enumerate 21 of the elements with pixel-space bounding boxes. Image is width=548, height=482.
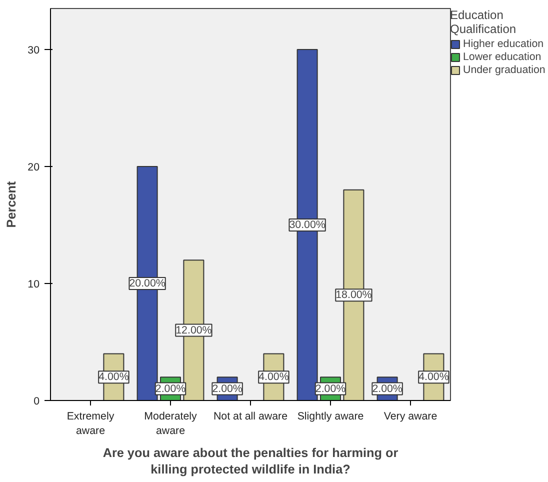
x-tick-label: Very aware (384, 410, 438, 422)
y-tick-label: 0 (34, 396, 40, 408)
legend-title: Education Qualification (450, 8, 518, 36)
x-tick-label: Moderately aware (144, 410, 198, 437)
x-tick-label: Slightly aware (297, 410, 364, 422)
legend-label: Under graduation (463, 64, 546, 76)
data-label: 2.00% (212, 382, 243, 395)
data-label: 30.00% (289, 218, 326, 231)
y-axis-title: Percent (4, 180, 19, 228)
y-tick-label: 10 (28, 278, 40, 290)
data-label: 20.00% (129, 277, 166, 290)
x-tick-label: Not at all aware (213, 410, 288, 422)
legend-label: Higher education (463, 38, 544, 50)
data-label: 18.00% (336, 289, 372, 302)
y-tick-label: 20 (28, 161, 40, 174)
data-label: 2.00% (372, 382, 403, 395)
x-axis-title: Are you aware about the penalties for harming or killing protected wildlife in India? (102, 446, 398, 477)
legend-label: Lower education (463, 51, 542, 63)
data-label: 12.00% (176, 324, 212, 336)
y-tick-label: 30 (28, 44, 40, 56)
x-tick-label: Extremely aware (66, 410, 115, 437)
